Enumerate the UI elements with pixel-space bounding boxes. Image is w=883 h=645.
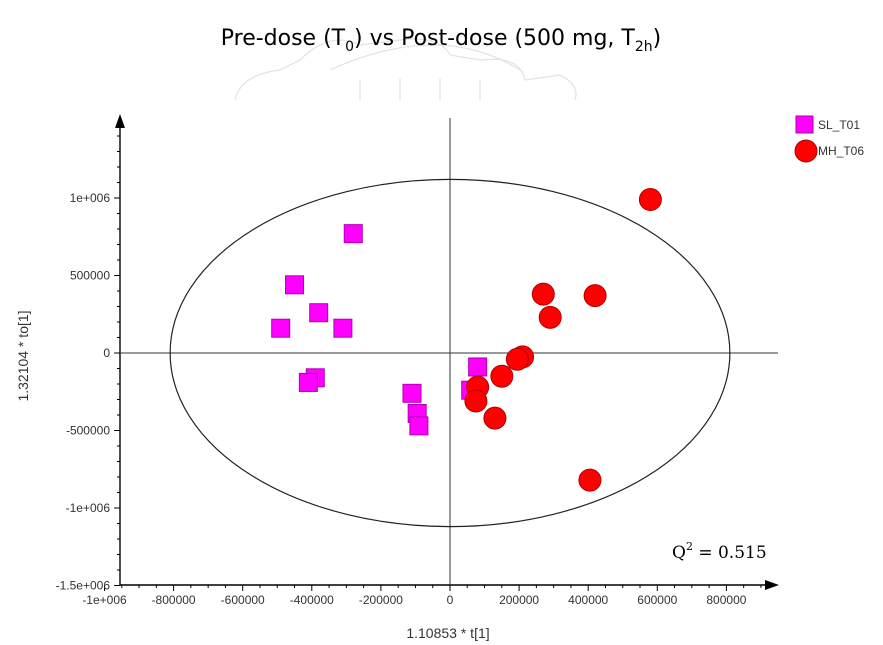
- y-tick-label: -500000: [66, 424, 110, 438]
- chart-title: Pre-dose (T0) vs Post-dose (500 mg, T2h): [221, 26, 661, 55]
- mh-t06-point: [583, 284, 607, 308]
- x-axis-label: 1.10853 * t[1]: [406, 625, 489, 641]
- sl-t01-point: [309, 303, 329, 323]
- q2-annotation: Q2 = 0.515: [672, 540, 767, 563]
- sl-t01-point: [333, 318, 353, 338]
- mh-t06-point: [578, 468, 602, 492]
- sl-t01-point: [271, 318, 291, 338]
- sl-t01-point: [285, 275, 305, 295]
- x-tick-label: 400000: [568, 593, 608, 607]
- mh-t06-point: [531, 282, 555, 306]
- legend-label: SL_T01: [818, 118, 860, 132]
- hotelling-ellipse: [169, 178, 731, 528]
- hotelling-ellipse-layer: [169, 178, 731, 528]
- y-tick-label: 0: [103, 346, 110, 360]
- x-tick-label: -200000: [359, 593, 403, 607]
- mh-t06-point: [505, 347, 529, 371]
- x-tick-label: -400000: [290, 593, 334, 607]
- x-tick-label: 200000: [499, 593, 539, 607]
- y-tick-label: -1e+006: [66, 501, 111, 515]
- y-tick-label: -1.5e+006: [56, 579, 111, 593]
- x-tick-label: -800000: [152, 593, 196, 607]
- sl-t01-point: [343, 224, 363, 244]
- legend: SL_T01 MH_T06: [794, 115, 864, 163]
- mh-t06-point: [483, 406, 507, 430]
- mh-t06-point: [464, 389, 488, 413]
- legend-marker-circle: [794, 139, 818, 163]
- x-tick-label: 0: [447, 593, 454, 607]
- mh-t06-point: [490, 364, 514, 388]
- sl-t01-point: [409, 416, 429, 436]
- points-layer: [271, 188, 662, 492]
- x-tick-label: -600000: [221, 593, 265, 607]
- y-axis-label: 1.32104 * to[1]: [15, 310, 31, 401]
- sl-t01-point: [402, 383, 422, 403]
- sl-t01-point: [298, 372, 318, 392]
- y-tick-label: 500000: [70, 269, 110, 283]
- legend-marker-square: [795, 115, 814, 134]
- y-axis-arrow: [115, 114, 125, 128]
- watermark-seal: [234, 38, 577, 101]
- mh-t06-point: [538, 305, 562, 329]
- x-tick-label: 800000: [706, 593, 746, 607]
- y-tick-label: 1e+006: [70, 191, 111, 205]
- x-tick-label: 600000: [637, 593, 677, 607]
- x-tick-label: -1e+006: [82, 593, 127, 607]
- mh-t06-point: [638, 188, 662, 212]
- axis-layer: -1e+006 -800000 -600000 -400000 -200000 0 2000…: [56, 114, 779, 607]
- legend-label: MH_T06: [818, 144, 864, 158]
- x-axis-arrow: [765, 580, 779, 590]
- sl-t01-point: [468, 357, 488, 377]
